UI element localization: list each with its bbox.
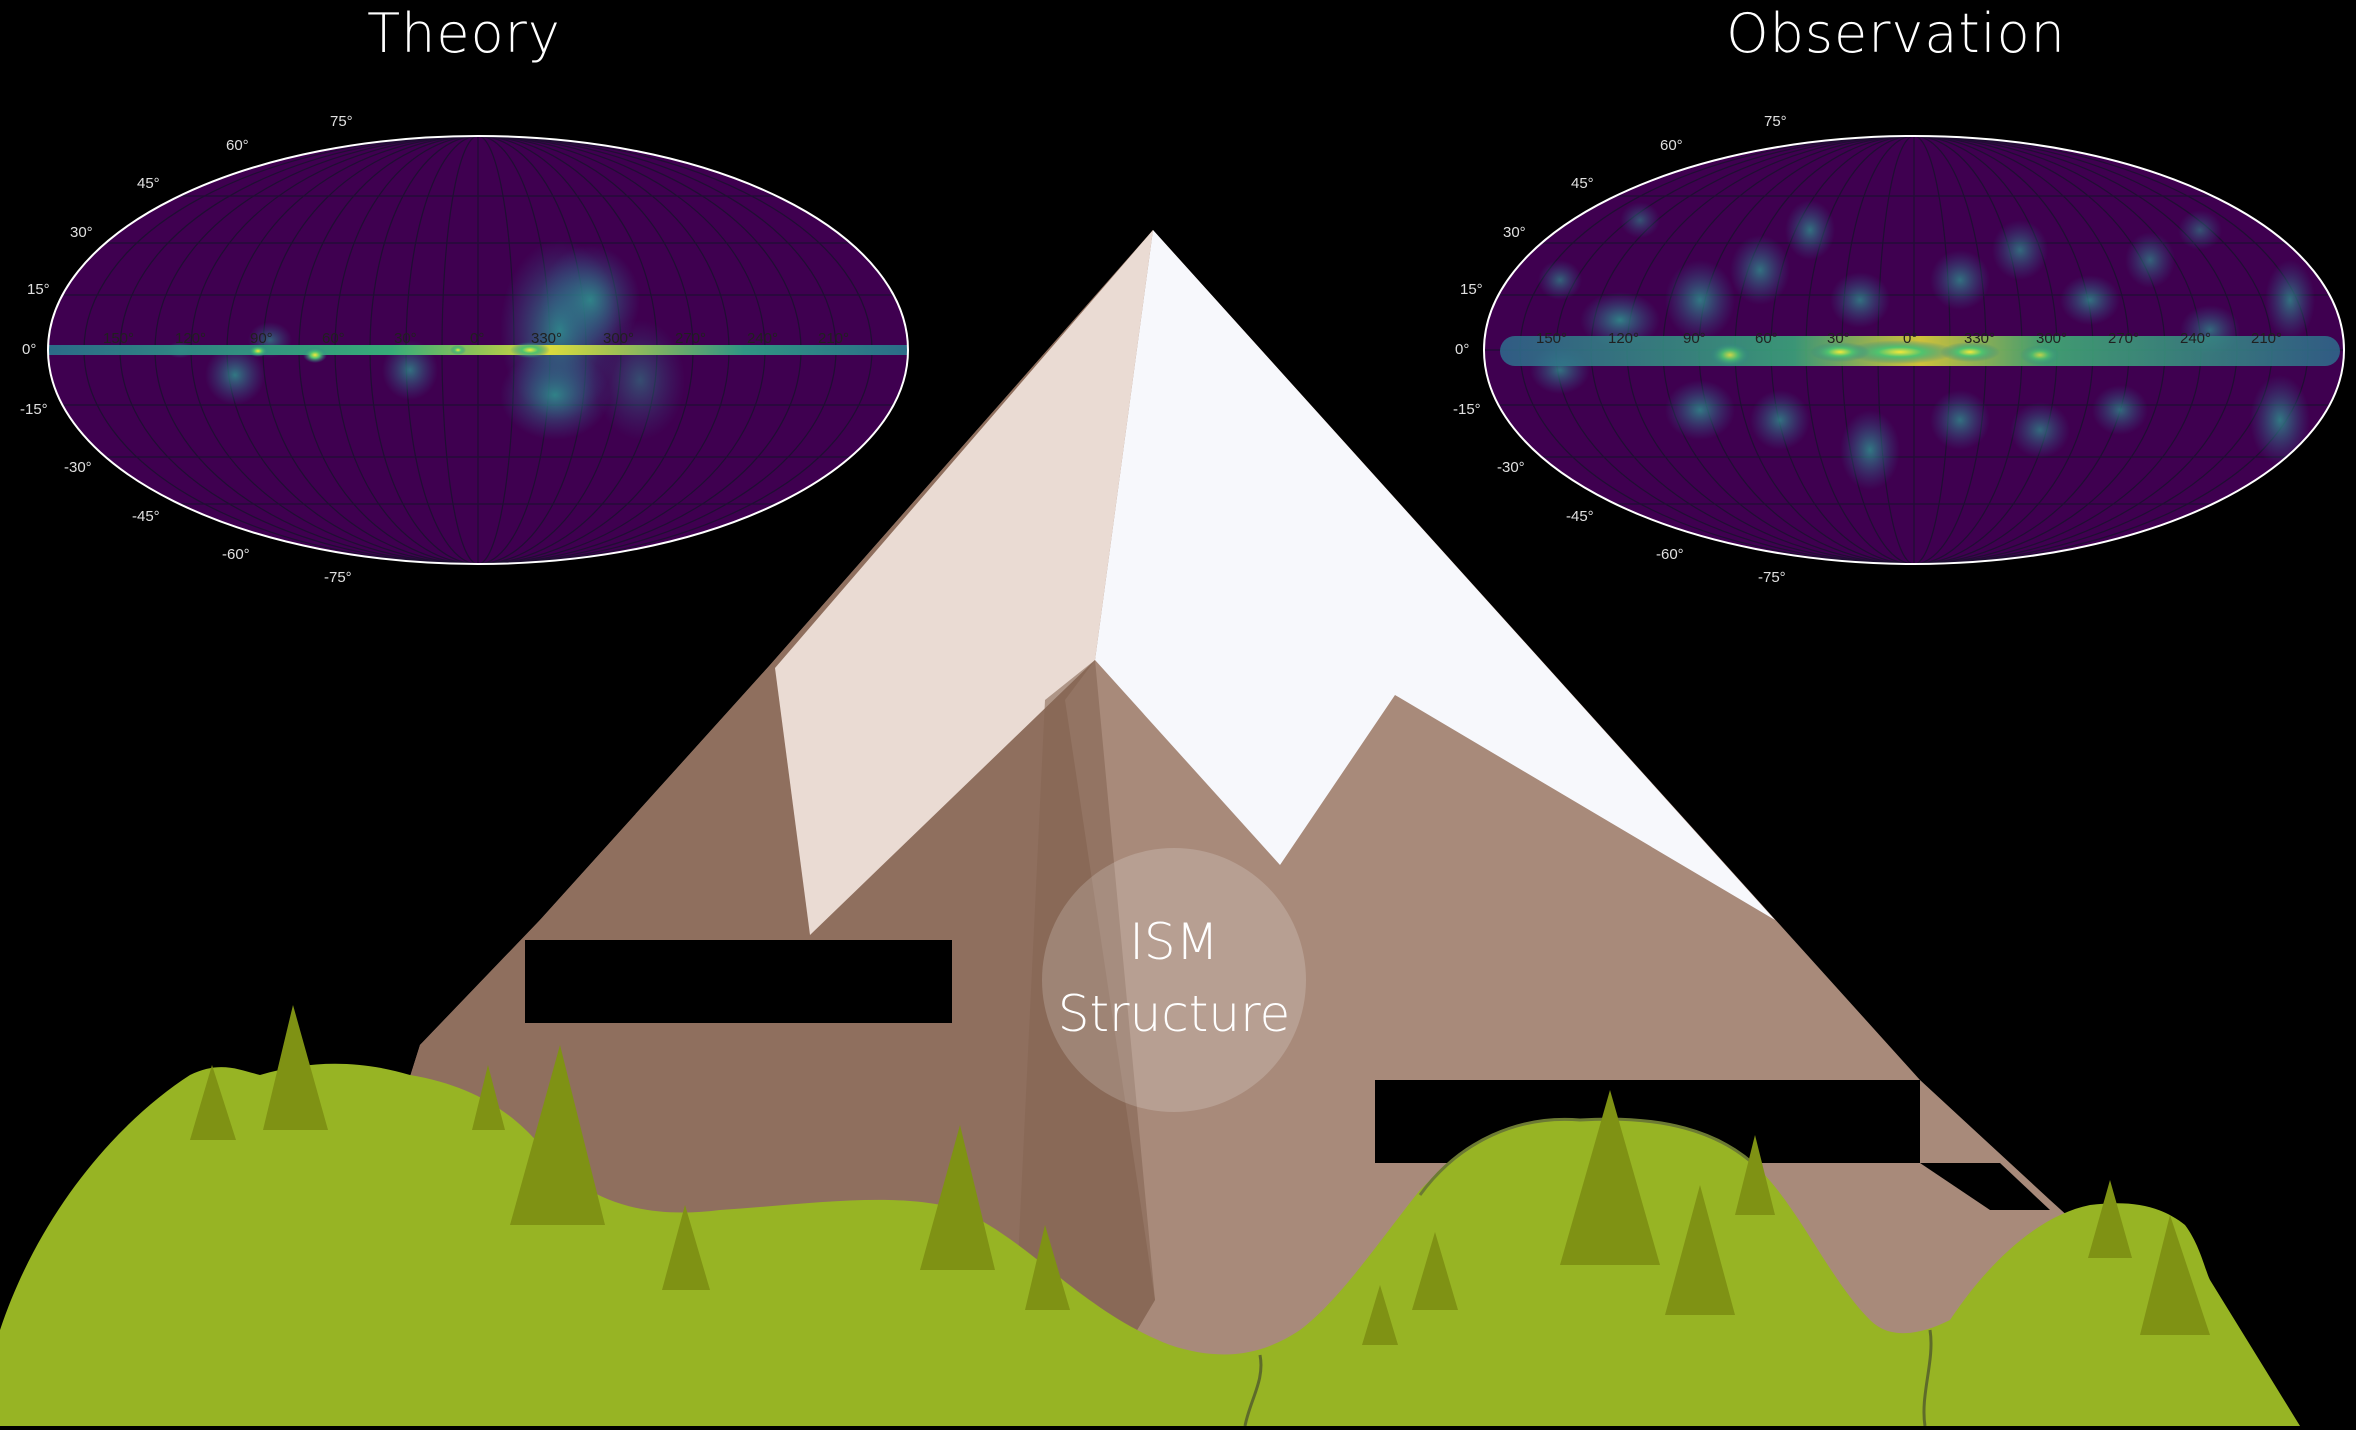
theory-lon-210: 210° [818, 330, 849, 347]
obs-lat-m15: -15° [1453, 401, 1481, 418]
obs-lon-210: 210° [2251, 330, 2282, 347]
theory-lon-270: 270° [675, 330, 706, 347]
ism-structure-badge [1042, 848, 1306, 1112]
green-hills [0, 1063, 2300, 1427]
theory-lon-300: 300° [603, 330, 634, 347]
obs-lon-30: 30° [1827, 330, 1850, 347]
theory-lat-60: 60° [226, 137, 249, 154]
obs-lat-m60: -60° [1656, 546, 1684, 563]
theory-lat-m75: -75° [324, 569, 352, 586]
theory-lat-75: 75° [330, 113, 353, 130]
theory-lat-m45: -45° [132, 508, 160, 525]
obs-lat-m45: -45° [1566, 508, 1594, 525]
obs-lon-90: 90° [1683, 330, 1706, 347]
theory-lon-60: 60° [322, 330, 345, 347]
ism-label-line2: Structure [1057, 985, 1291, 1043]
left-black-bar [525, 940, 952, 1023]
obs-lat-75: 75° [1764, 113, 1787, 130]
trees [190, 1005, 2210, 1345]
theory-lon-150: 150° [103, 330, 134, 347]
theory-lon-120: 120° [175, 330, 206, 347]
obs-lon-270: 270° [2108, 330, 2139, 347]
observation-sky-map: 75° 60° 45° 30° 15° 0° -15° -30° -45° -6… [1453, 113, 2345, 586]
theory-title: Theory [367, 2, 561, 65]
theory-lat-0: 0° [22, 341, 36, 358]
obs-lon-240: 240° [2180, 330, 2211, 347]
obs-lat-m75: -75° [1758, 569, 1786, 586]
obs-lat-60: 60° [1660, 137, 1683, 154]
theory-lat-m15: -15° [20, 401, 48, 418]
theory-lon-30: 30° [394, 330, 417, 347]
obs-lon-300: 300° [2036, 330, 2067, 347]
theory-lat-45: 45° [137, 175, 160, 192]
theory-lon-0: 0° [470, 330, 484, 347]
obs-lon-0: 0° [1903, 330, 1917, 347]
theory-lat-m60: -60° [222, 546, 250, 563]
theory-lat-30: 30° [70, 224, 93, 241]
theory-lon-240: 240° [747, 330, 778, 347]
obs-lon-330: 330° [1964, 330, 1995, 347]
theory-sky-map: 75° 60° 45° 30° 15° 0° -15° -30° -45° -6… [20, 113, 909, 586]
observation-title: Observation [1726, 2, 2066, 65]
theory-lon-90: 90° [250, 330, 273, 347]
ism-structure-label: ISM Structure [1040, 906, 1308, 1050]
obs-lon-120: 120° [1608, 330, 1639, 347]
obs-lon-60: 60° [1755, 330, 1778, 347]
obs-lat-15: 15° [1460, 281, 1483, 298]
obs-lon-150: 150° [1536, 330, 1567, 347]
obs-lat-45: 45° [1571, 175, 1594, 192]
obs-lat-0: 0° [1455, 341, 1469, 358]
theory-lat-m30: -30° [64, 459, 92, 476]
theory-lon-330: 330° [531, 330, 562, 347]
theory-lat-15: 15° [27, 281, 50, 298]
ism-label-line1: ISM [1129, 913, 1219, 971]
obs-lat-m30: -30° [1497, 459, 1525, 476]
obs-lat-30: 30° [1503, 224, 1526, 241]
